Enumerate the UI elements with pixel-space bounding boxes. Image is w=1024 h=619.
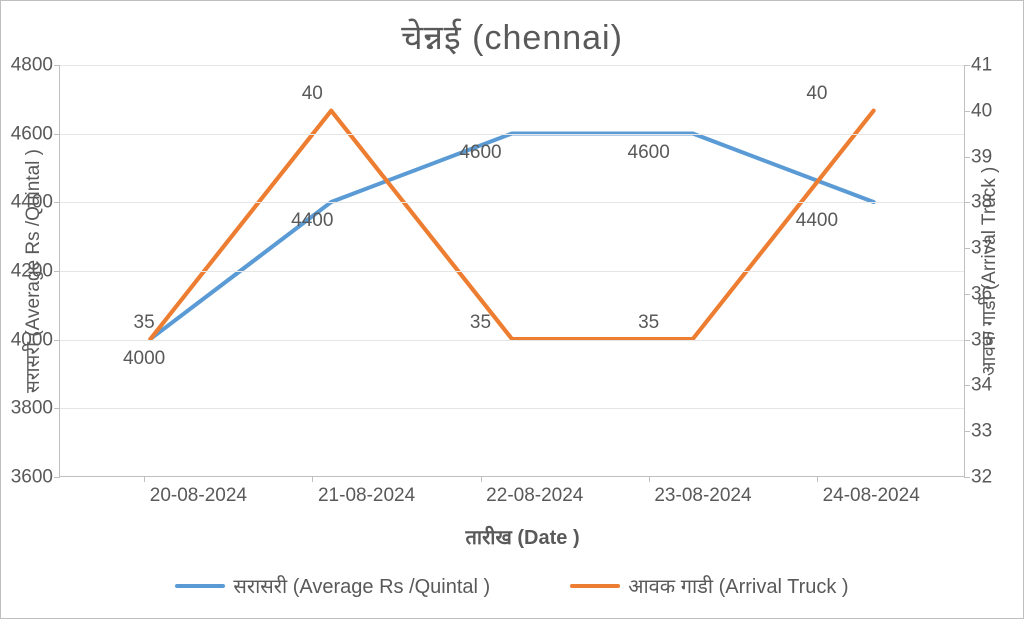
- y-left-tick-mark: [54, 408, 60, 409]
- series-line: [150, 134, 873, 340]
- legend-swatch: [175, 584, 225, 588]
- data-label: 35: [638, 312, 659, 334]
- y-right-tick-mark: [964, 477, 970, 478]
- data-label: 35: [134, 312, 155, 334]
- y-left-tick-mark: [54, 65, 60, 66]
- y-left-tick-mark: [54, 271, 60, 272]
- y-left-tick-mark: [54, 340, 60, 341]
- x-tick-label: 20-08-2024: [150, 485, 247, 507]
- legend: सरासरी (Average Rs /Quintal ) आवक गाडी (A…: [13, 550, 1011, 607]
- y-right-axis-title: आवक गाडी (Arrival Truck ): [975, 65, 1005, 477]
- grid-line: [60, 65, 964, 66]
- x-axis-title: तारीख (Date ): [114, 523, 931, 550]
- data-label: 4600: [628, 142, 670, 164]
- plot-row: सरासरी (Average Rs /Quintal ) 4800460044…: [13, 65, 1011, 477]
- chart-frame: चेन्नई (chennai) सरासरी (Average Rs /Qui…: [0, 0, 1024, 619]
- x-tick-mark: [312, 476, 313, 482]
- chart-title: चेन्नई (chennai): [13, 13, 1011, 59]
- data-label: 35: [470, 312, 491, 334]
- x-tick-mark: [817, 476, 818, 482]
- y-left-tick-label: 4400: [11, 193, 53, 212]
- x-area: 20-08-2024 21-08-2024 22-08-2024 23-08-2024…: [13, 485, 1011, 550]
- y-left-tick-mark: [54, 202, 60, 203]
- legend-swatch: [570, 584, 620, 588]
- y-right-ticks: 41403938373635343332: [965, 65, 975, 477]
- legend-item: सरासरी (Average Rs /Quintal ): [175, 572, 490, 599]
- data-label: 4000: [123, 348, 165, 370]
- series-line: [150, 111, 873, 339]
- x-tick-label: 24-08-2024: [823, 485, 920, 507]
- x-tick-mark: [144, 476, 145, 482]
- grid-line: [60, 408, 964, 409]
- x-tick-label: 23-08-2024: [654, 485, 751, 507]
- x-tick-mark: [481, 476, 482, 482]
- grid-line: [60, 271, 964, 272]
- legend-label: सरासरी (Average Rs /Quintal ): [233, 572, 490, 599]
- x-ticks: 20-08-2024 21-08-2024 22-08-2024 23-08-2024…: [114, 485, 931, 509]
- data-label: 40: [806, 83, 827, 105]
- y-left-tick-label: 4000: [11, 330, 53, 349]
- legend-item: आवक गाडी (Arrival Truck ): [570, 572, 848, 599]
- x-tick-label: 21-08-2024: [318, 485, 415, 507]
- y-left-tick-label: 4800: [11, 56, 53, 75]
- plot-area: 4000 4400 4600 4600 4400 35 40 35 35 40: [59, 65, 965, 477]
- x-tick-label: 22-08-2024: [486, 485, 583, 507]
- y-left-tick-label: 4200: [11, 262, 53, 281]
- x-tick-mark: [649, 476, 650, 482]
- y-left-tick-mark: [54, 477, 60, 478]
- y-left-tick-label: 4600: [11, 124, 53, 143]
- legend-label: आवक गाडी (Arrival Truck ): [628, 572, 848, 599]
- data-label: 40: [302, 83, 323, 105]
- y-left-tick-label: 3800: [11, 399, 53, 418]
- data-label: 4400: [291, 210, 333, 232]
- data-label: 4600: [459, 142, 501, 164]
- grid-line: [60, 134, 964, 135]
- data-label: 4400: [796, 210, 838, 232]
- grid-line: [60, 340, 964, 341]
- y-left-tick-mark: [54, 134, 60, 135]
- y-left-tick-label: 3600: [11, 468, 53, 487]
- grid-line: [60, 202, 964, 203]
- chart-inner: चेन्नई (chennai) सरासरी (Average Rs /Qui…: [13, 13, 1011, 607]
